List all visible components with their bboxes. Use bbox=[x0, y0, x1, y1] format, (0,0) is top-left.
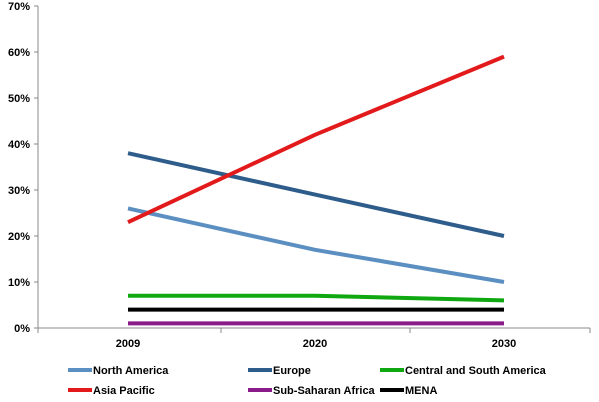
legend-label-north-america: North America bbox=[93, 365, 169, 377]
y-tick-label: 20% bbox=[8, 231, 30, 243]
y-tick-label: 10% bbox=[8, 277, 30, 289]
y-tick-label: 40% bbox=[8, 139, 30, 151]
series-line-north-america bbox=[127, 206, 505, 284]
series-line-asia-pacific bbox=[127, 54, 505, 225]
x-tick-label: 2020 bbox=[303, 338, 327, 350]
series-line-central-and-south-america bbox=[128, 293, 505, 303]
y-tick-label: 30% bbox=[8, 185, 30, 197]
legend-label-central-and-south-america: Central and South America bbox=[405, 365, 547, 377]
y-tick-label: 50% bbox=[8, 93, 30, 105]
x-tick-label: 2030 bbox=[492, 338, 516, 350]
y-tick-label: 0% bbox=[14, 323, 30, 335]
legend-label-mena: MENA bbox=[405, 385, 437, 397]
series-lines bbox=[127, 54, 505, 326]
legend: North America Europe Central and South Ame… bbox=[68, 365, 547, 397]
series-line-europe bbox=[127, 151, 505, 238]
legend-label-asia-pacific: Asia Pacific bbox=[93, 385, 155, 397]
y-tick-label: 60% bbox=[8, 47, 30, 59]
legend-label-sub-saharan-africa: Sub-Saharan Africa bbox=[273, 385, 376, 397]
axes: 0% 10% 20% 30% 40% 50% 60% 70% 2009 2020 2030 bbox=[8, 1, 591, 350]
y-tick-label: 70% bbox=[8, 1, 30, 13]
x-tick-label: 2009 bbox=[116, 338, 140, 350]
legend-label-europe: Europe bbox=[273, 365, 311, 377]
